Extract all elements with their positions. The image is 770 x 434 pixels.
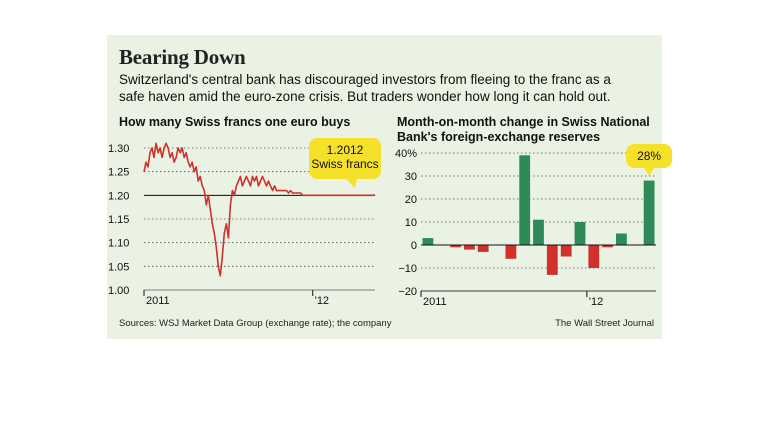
reserve-bar bbox=[588, 245, 600, 268]
y-tick-label: −10 bbox=[398, 263, 417, 275]
y-tick-label: 1.20 bbox=[108, 190, 129, 202]
reserve-bar bbox=[574, 222, 586, 245]
reserve-bar bbox=[464, 245, 475, 250]
reserve-bar bbox=[616, 233, 627, 245]
y-tick-label: 1.25 bbox=[108, 167, 129, 179]
reserve-bar bbox=[505, 245, 517, 259]
reserve-bar bbox=[602, 245, 613, 248]
reserve-bar bbox=[533, 219, 544, 245]
exchange-rate-line bbox=[143, 142, 376, 277]
y-tick-label: −20 bbox=[398, 286, 417, 298]
y-tick-label: 1.10 bbox=[108, 238, 129, 250]
exchange-rate-chart: 1.30 1.25 1.20 1.15 1.10 1.05 1.00 2011 '12 1.201… bbox=[108, 138, 381, 307]
y-tick-label: 1.30 bbox=[108, 143, 129, 155]
x-tick-label: '12 bbox=[589, 296, 603, 308]
reserve-bar bbox=[477, 245, 489, 252]
y-tick-label: 1.00 bbox=[108, 285, 129, 297]
rate-callout-value: 1.2012 bbox=[327, 143, 364, 157]
reserves-callout-bubble bbox=[626, 144, 673, 176]
y-tick-label: 20 bbox=[405, 194, 417, 206]
graphic-subtitle: Switzerland's central bank has discourag… bbox=[119, 72, 611, 104]
rate-callout-bubble bbox=[309, 138, 381, 188]
y-tick-label: 1.05 bbox=[108, 261, 129, 273]
y-tick-label: 1.15 bbox=[108, 214, 129, 226]
reserve-bar bbox=[519, 155, 531, 245]
left-chart-title: How many Swiss francs one euro buys bbox=[119, 115, 351, 129]
x-tick-label: 2011 bbox=[423, 296, 447, 308]
x-tick-label: '12 bbox=[315, 295, 329, 307]
reserve-bar bbox=[560, 245, 572, 257]
y-tick-label: 30 bbox=[405, 171, 417, 183]
x-tick-label: 2011 bbox=[146, 295, 170, 307]
y-tick-label: 40% bbox=[395, 148, 417, 160]
reserves-callout-value: 28% bbox=[637, 149, 661, 163]
y-tick-label: 10 bbox=[405, 217, 417, 229]
graphic-panel: Bearing Down Switzerland's central bank … bbox=[107, 35, 673, 339]
right-chart-title: Month-on-month change in Swiss National … bbox=[397, 115, 650, 144]
reserve-bar bbox=[422, 238, 434, 245]
credit-line: The Wall Street Journal bbox=[555, 318, 654, 329]
reserve-bar bbox=[643, 180, 655, 245]
reserve-bar bbox=[450, 245, 461, 248]
reserve-bar bbox=[546, 245, 558, 275]
graphic-title: Bearing Down bbox=[119, 45, 246, 69]
reserves-change-chart: 40% 30 20 10 0 −10 −20 2011 '12 28% bbox=[395, 144, 673, 308]
rate-callout-label: Swiss francs bbox=[311, 157, 378, 171]
sources-note: Sources: WSJ Market Data Group (exchange… bbox=[119, 318, 392, 329]
y-tick-label: 0 bbox=[411, 240, 417, 252]
